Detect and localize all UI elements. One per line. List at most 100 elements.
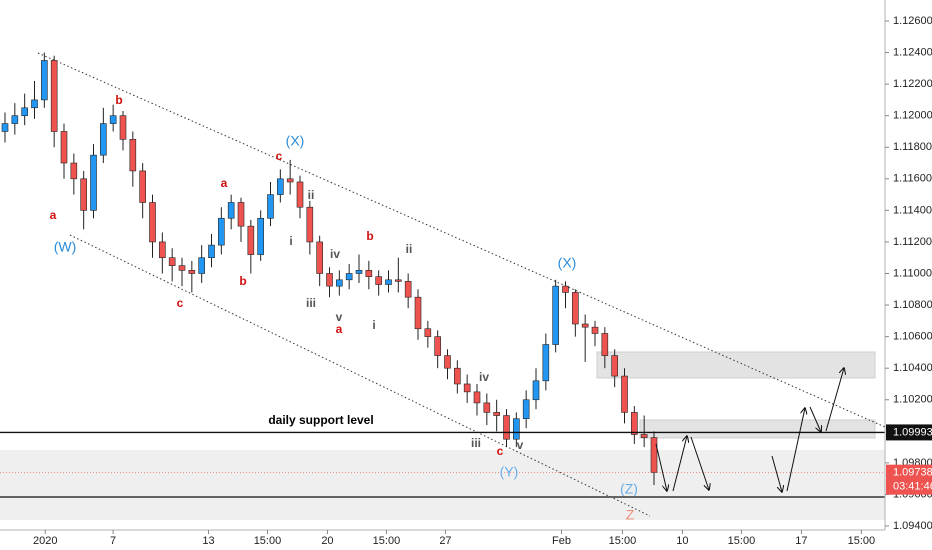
- candle-body: [247, 225, 255, 255]
- candle-body: [503, 415, 510, 440]
- wave-label: ii: [308, 188, 315, 202]
- candle-body: [444, 355, 451, 369]
- x-tick-label: 2020: [33, 535, 57, 547]
- candle-body: [1, 123, 9, 132]
- candle-body: [355, 270, 363, 274]
- zone: [596, 351, 876, 379]
- wave-label: a: [336, 322, 343, 336]
- x-tick-label: 17: [795, 535, 807, 547]
- candle-body: [90, 154, 97, 211]
- candle-body: [119, 115, 127, 140]
- wave-label: c: [276, 149, 283, 163]
- candle-body: [640, 434, 648, 438]
- candle-body: [198, 257, 205, 274]
- arrow: [672, 436, 687, 492]
- candle-body: [109, 115, 117, 124]
- candle-body: [188, 270, 196, 274]
- y-tick-label: 1.10400: [893, 362, 932, 374]
- wave-label: Z: [626, 507, 635, 523]
- candle-body: [31, 99, 38, 109]
- x-tick-label: 10: [676, 535, 688, 547]
- candle-body: [395, 279, 402, 282]
- trendline: [69, 234, 651, 517]
- y-tick-label: 1.09400: [893, 520, 932, 532]
- x-tick-label: 15:00: [609, 535, 637, 547]
- candle-body: [50, 60, 58, 132]
- candle-body: [70, 162, 78, 180]
- candle-body: [365, 270, 373, 277]
- y-tick-label: 1.12600: [893, 15, 932, 27]
- countdown: 03:41:46: [893, 481, 932, 493]
- candle-body: [41, 60, 48, 101]
- x-tick-label: 7: [110, 535, 116, 547]
- x-tick-label: 15:00: [848, 535, 876, 547]
- wave-label: c: [177, 296, 184, 310]
- candle-body: [149, 202, 156, 243]
- wave-label: (X): [558, 255, 577, 271]
- zone: [0, 450, 885, 520]
- y-tick-label: 1.12400: [893, 46, 932, 58]
- candle-body: [601, 333, 609, 356]
- candle-body: [454, 367, 461, 385]
- wave-label: (Z): [620, 481, 638, 497]
- candle-body: [552, 285, 559, 345]
- candle-body: [581, 323, 589, 328]
- candle-body: [542, 344, 550, 382]
- candle-body: [100, 123, 107, 156]
- wave-label: b: [239, 274, 246, 288]
- y-tick-label: 1.11000: [893, 267, 932, 279]
- candle-body: [493, 412, 500, 416]
- wave-label: a: [221, 176, 228, 190]
- wave-label: iii: [306, 296, 316, 310]
- candle-body: [168, 257, 176, 266]
- candle-body: [483, 402, 491, 413]
- candle-body: [257, 217, 264, 255]
- x-tick-label: 15:00: [373, 535, 401, 547]
- x-tick-label: 15:00: [728, 535, 756, 547]
- candle-body: [650, 437, 658, 473]
- candle-body: [129, 139, 137, 172]
- candle-body: [267, 194, 274, 219]
- wave-label: v: [517, 438, 524, 452]
- arrow: [825, 368, 844, 432]
- zone: [639, 419, 876, 439]
- candle-body: [532, 380, 540, 401]
- y-tick-label: 1.11200: [893, 236, 932, 248]
- arrow: [690, 436, 709, 490]
- candle-body: [21, 107, 28, 116]
- candle-body: [306, 206, 314, 243]
- candle-body: [434, 336, 441, 356]
- candle-body: [60, 131, 68, 164]
- wave-label: b: [366, 229, 373, 243]
- candle-body: [345, 273, 353, 281]
- y-tick-label: 1.12000: [893, 110, 932, 122]
- candle-body: [414, 296, 422, 330]
- arrow: [771, 455, 782, 492]
- y-tick-label: 1.10800: [893, 299, 932, 311]
- candle-body: [227, 202, 235, 219]
- y-tick-label: 1.10600: [893, 331, 932, 343]
- candle-body: [572, 292, 579, 325]
- candle-body: [11, 115, 19, 124]
- candle-body: [208, 244, 215, 259]
- x-tick-label: 15:00: [254, 535, 282, 547]
- last-price-label: 1.09738: [893, 467, 932, 479]
- x-tick-label: 13: [202, 535, 214, 547]
- wave-label: (X): [286, 133, 305, 149]
- wave-label: ii: [406, 242, 413, 256]
- wave-label: i: [289, 234, 292, 248]
- candle-body: [286, 178, 294, 183]
- wave-label: b: [115, 93, 122, 107]
- y-tick-label: 1.11400: [893, 204, 932, 216]
- wave-label: i: [372, 318, 375, 332]
- candle-body: [218, 217, 225, 246]
- candle-body: [159, 241, 166, 259]
- wave-label: v: [336, 310, 343, 324]
- candle-body: [237, 202, 245, 227]
- candle-body: [80, 178, 87, 211]
- price-axis: [885, 0, 932, 550]
- wave-label: iii: [471, 436, 481, 450]
- wave-label: iv: [479, 370, 489, 384]
- arrow: [809, 406, 821, 432]
